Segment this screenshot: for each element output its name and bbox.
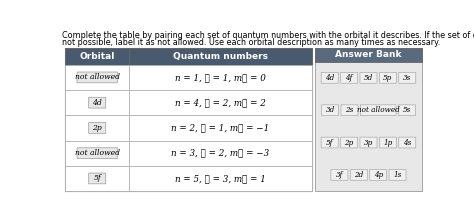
- Bar: [129, 115, 312, 141]
- FancyBboxPatch shape: [389, 170, 406, 180]
- Text: Quantum numbers: Quantum numbers: [173, 52, 268, 61]
- Text: 4s: 4s: [403, 139, 411, 147]
- FancyBboxPatch shape: [77, 148, 118, 159]
- Bar: [129, 141, 312, 166]
- Text: 2p: 2p: [345, 139, 354, 147]
- Text: 3p: 3p: [364, 139, 373, 147]
- Bar: [65, 48, 312, 191]
- FancyBboxPatch shape: [399, 72, 416, 83]
- Text: n = 3, ℓ = 2, mℓ = −3: n = 3, ℓ = 2, mℓ = −3: [171, 149, 270, 158]
- Bar: [65, 166, 129, 191]
- FancyBboxPatch shape: [341, 137, 357, 148]
- Text: 3d: 3d: [326, 106, 335, 114]
- Text: 5f: 5f: [326, 139, 333, 147]
- FancyBboxPatch shape: [398, 105, 415, 116]
- FancyBboxPatch shape: [350, 170, 367, 180]
- Text: Orbital: Orbital: [80, 52, 115, 61]
- FancyBboxPatch shape: [341, 72, 357, 83]
- FancyBboxPatch shape: [370, 170, 387, 180]
- Bar: [65, 90, 129, 115]
- Bar: [65, 141, 129, 166]
- Text: 4p: 4p: [374, 171, 383, 179]
- FancyBboxPatch shape: [321, 137, 338, 148]
- FancyBboxPatch shape: [360, 137, 377, 148]
- Text: 2p: 2p: [92, 124, 102, 132]
- Text: 2d: 2d: [354, 171, 364, 179]
- Text: Answer Bank: Answer Bank: [335, 50, 402, 59]
- Text: 5f: 5f: [93, 174, 101, 182]
- Bar: [65, 65, 129, 90]
- Bar: [315, 48, 422, 62]
- FancyBboxPatch shape: [379, 72, 396, 83]
- Text: 4d: 4d: [325, 74, 334, 82]
- Text: not allowed: not allowed: [357, 106, 400, 114]
- Text: n = 5, ℓ = 3, mℓ = 1: n = 5, ℓ = 3, mℓ = 1: [175, 174, 266, 183]
- Bar: [65, 115, 129, 141]
- FancyBboxPatch shape: [89, 97, 106, 108]
- FancyBboxPatch shape: [341, 105, 358, 116]
- Text: 3s: 3s: [403, 74, 411, 82]
- FancyBboxPatch shape: [89, 122, 106, 133]
- Bar: [129, 48, 312, 65]
- Text: 4d: 4d: [92, 99, 102, 107]
- Text: n = 1, ℓ = 1, mℓ = 0: n = 1, ℓ = 1, mℓ = 0: [175, 73, 266, 82]
- Text: 4f: 4f: [346, 74, 353, 82]
- Text: n = 2, ℓ = 1, mℓ = −1: n = 2, ℓ = 1, mℓ = −1: [171, 124, 270, 132]
- FancyBboxPatch shape: [360, 105, 396, 116]
- Text: not allowed: not allowed: [75, 149, 120, 157]
- Text: Complete the table by pairing each set of quantum numbers with the orbital it de: Complete the table by pairing each set o…: [63, 31, 474, 40]
- Text: 5s: 5s: [402, 106, 411, 114]
- FancyBboxPatch shape: [89, 173, 106, 184]
- FancyBboxPatch shape: [77, 72, 118, 83]
- Text: 1p: 1p: [383, 139, 392, 147]
- FancyBboxPatch shape: [379, 137, 396, 148]
- Bar: [315, 48, 422, 191]
- Text: n = 4, ℓ = 2, mℓ = 2: n = 4, ℓ = 2, mℓ = 2: [175, 98, 266, 107]
- FancyBboxPatch shape: [321, 72, 338, 83]
- Bar: [129, 166, 312, 191]
- Text: 5d: 5d: [364, 74, 373, 82]
- Bar: [129, 90, 312, 115]
- Text: 2s: 2s: [345, 106, 354, 114]
- Text: 5p: 5p: [383, 74, 392, 82]
- FancyBboxPatch shape: [321, 105, 338, 116]
- FancyBboxPatch shape: [360, 72, 377, 83]
- Bar: [65, 48, 129, 65]
- Bar: [129, 65, 312, 90]
- Text: 3f: 3f: [336, 171, 343, 179]
- FancyBboxPatch shape: [399, 137, 416, 148]
- Text: 1s: 1s: [393, 171, 402, 179]
- Text: not possible, label it as not allowed. Use each orbital description as many time: not possible, label it as not allowed. U…: [63, 38, 441, 47]
- FancyBboxPatch shape: [331, 170, 348, 180]
- Text: not allowed: not allowed: [75, 73, 120, 81]
